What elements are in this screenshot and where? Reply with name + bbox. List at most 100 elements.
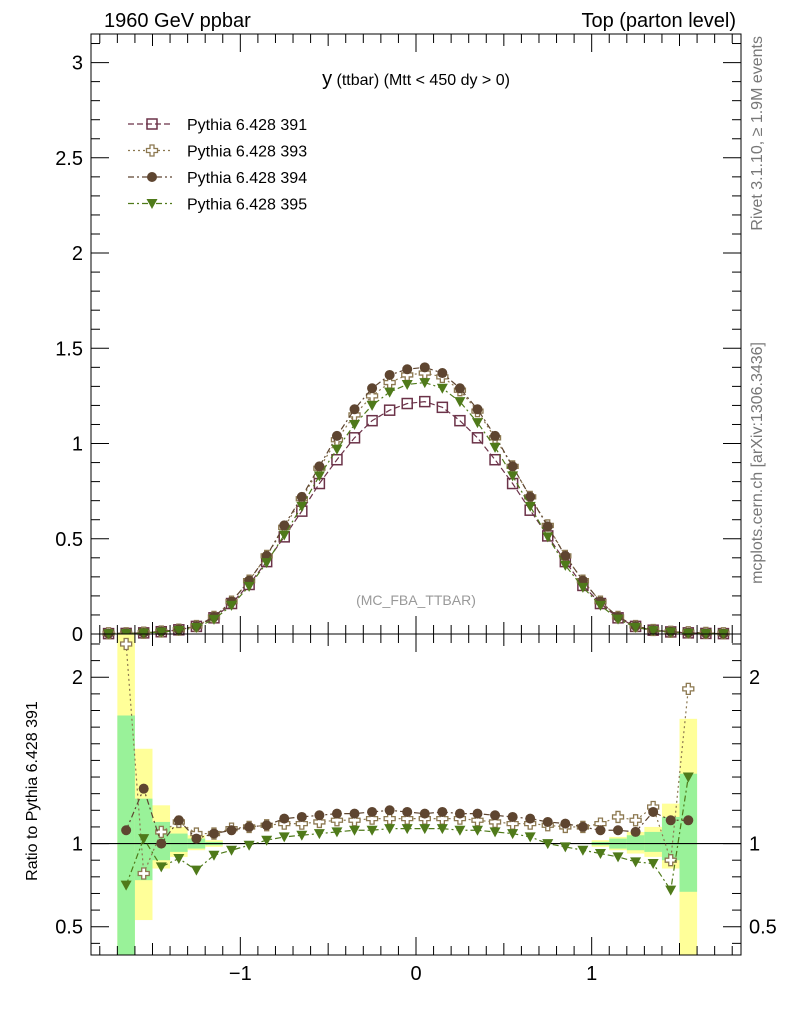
ratio-data-point (330, 814, 344, 827)
main-data-point (348, 432, 361, 444)
ratio-data-point (278, 832, 290, 843)
ratio-band-inner (170, 833, 188, 852)
ratio-data-point (472, 808, 483, 819)
ratio-data-point (647, 859, 659, 870)
main-data-point (525, 491, 536, 502)
ratio-data-point (436, 824, 448, 835)
main-data-point (489, 442, 501, 453)
ratio-data-point (577, 845, 589, 856)
y-tick-label: 2.5 (55, 148, 83, 170)
ratio-data-point (190, 865, 202, 876)
ratio-data-point (313, 829, 325, 840)
legend-entry: Pythia 6.428 395 (128, 197, 307, 214)
ratio-data-point (682, 682, 695, 696)
ratio-data-point (559, 842, 571, 853)
y-tick-label: 2 (72, 243, 83, 265)
ratio-band-inner (644, 831, 662, 852)
ratio-data-point (594, 849, 606, 860)
main-data-point (296, 491, 307, 502)
ratio-y-tick-label-right: 1 (749, 834, 760, 856)
main-data-point (383, 404, 396, 416)
ratio-data-point (173, 815, 184, 826)
ratio-data-point (613, 825, 624, 836)
ratio-y-axis-label: Ratio to Pythia 6.428 391 (24, 701, 41, 881)
ratio-series-line (125, 643, 689, 874)
legend-marker (146, 199, 158, 209)
main-data-point (647, 626, 659, 637)
ratio-data-point (630, 857, 642, 868)
ratio-data-point (665, 815, 676, 826)
header-left: 1960 GeV ppbar (104, 10, 251, 32)
main-data-point (384, 369, 395, 380)
main-axis-ticks: 0 0.5 1 1.5 2 2.5 3 (55, 34, 741, 646)
main-data-point (454, 397, 466, 408)
main-data-point (454, 414, 466, 427)
main-data-point (190, 623, 202, 634)
ratio-data-point (525, 813, 536, 824)
ratio-y-tick-label: 0.5 (55, 917, 83, 939)
ratio-data-point (524, 832, 536, 843)
main-data-point (577, 582, 589, 593)
ratio-data-point (244, 821, 255, 832)
ratio-data-point (402, 806, 413, 817)
ratio-data-point (138, 783, 149, 794)
main-data-point (278, 530, 290, 541)
legend-label: Pythia 6.428 394 (187, 170, 307, 187)
main-data-point (401, 397, 413, 410)
ratio-data-point (683, 815, 694, 826)
ratio-data-point (577, 821, 588, 832)
y-tick-label: 3 (72, 53, 83, 75)
main-data-point (367, 383, 378, 394)
main-panel: 0 0.5 1 1.5 2 2.5 3 y (ttbar) (Mtt < 450 dy > … (55, 33, 742, 646)
main-data-point (559, 560, 571, 571)
main-data-point (243, 581, 255, 592)
ratio-data-point (296, 811, 307, 822)
ratio-data-point (226, 825, 237, 836)
main-data-point (507, 461, 518, 472)
main-data-point (349, 404, 360, 415)
main-data-point (155, 627, 167, 638)
main-data-point (560, 550, 571, 561)
ratio-y-tick-label-right: 0.5 (749, 917, 777, 939)
ratio-data-point (490, 810, 501, 821)
main-data-point (665, 627, 677, 638)
main-data-point (419, 378, 431, 389)
legend-marker (146, 118, 158, 130)
main-series-line (108, 381, 724, 635)
main-data-point (384, 387, 396, 398)
mcplots-label: mcplots.cern.ch [arXiv:1306.3436] (749, 342, 766, 584)
ratio-data-point (243, 840, 255, 851)
main-plot-area (102, 362, 730, 640)
main-data-point (314, 461, 325, 472)
ratio-data-point (121, 825, 132, 836)
main-data-point (436, 383, 448, 394)
legend-label: Pythia 6.428 391 (187, 117, 307, 134)
main-data-point (471, 418, 483, 429)
ratio-data-point (120, 880, 132, 891)
ratio-data-point (261, 835, 273, 846)
ratio-data-point (331, 827, 343, 838)
main-series-4 (103, 378, 729, 640)
ratio-data-point (208, 850, 220, 861)
main-data-point (419, 395, 431, 408)
ratio-panel: 0.5 0.5 1 1 2 2 −1 0 1 Ratio to Pythia 6.428 391 (24, 633, 777, 985)
main-data-point (419, 362, 430, 373)
ratio-axis-ticks: 0.5 0.5 1 1 2 2 −1 0 1 (55, 634, 777, 985)
ratio-data-point (437, 806, 448, 817)
ratio-data-point (611, 810, 625, 824)
ratio-data-point (542, 816, 553, 827)
legend-label: Pythia 6.428 393 (187, 144, 307, 161)
ratio-band-inner (661, 816, 680, 861)
ratio-data-point (384, 805, 395, 816)
rivet-label: Rivet 3.1.10, ≥ 1.9M events (749, 36, 766, 231)
ratio-data-point (295, 817, 308, 830)
ratio-data-point (471, 825, 483, 836)
main-data-point (472, 404, 483, 415)
ratio-data-point (226, 845, 238, 856)
ratio-data-point (331, 808, 342, 819)
ratio-data-point (595, 825, 606, 836)
y-tick-label: 0.5 (55, 529, 83, 551)
main-data-point (454, 383, 465, 394)
ratio-data-point (155, 825, 168, 839)
main-data-point (349, 419, 361, 430)
